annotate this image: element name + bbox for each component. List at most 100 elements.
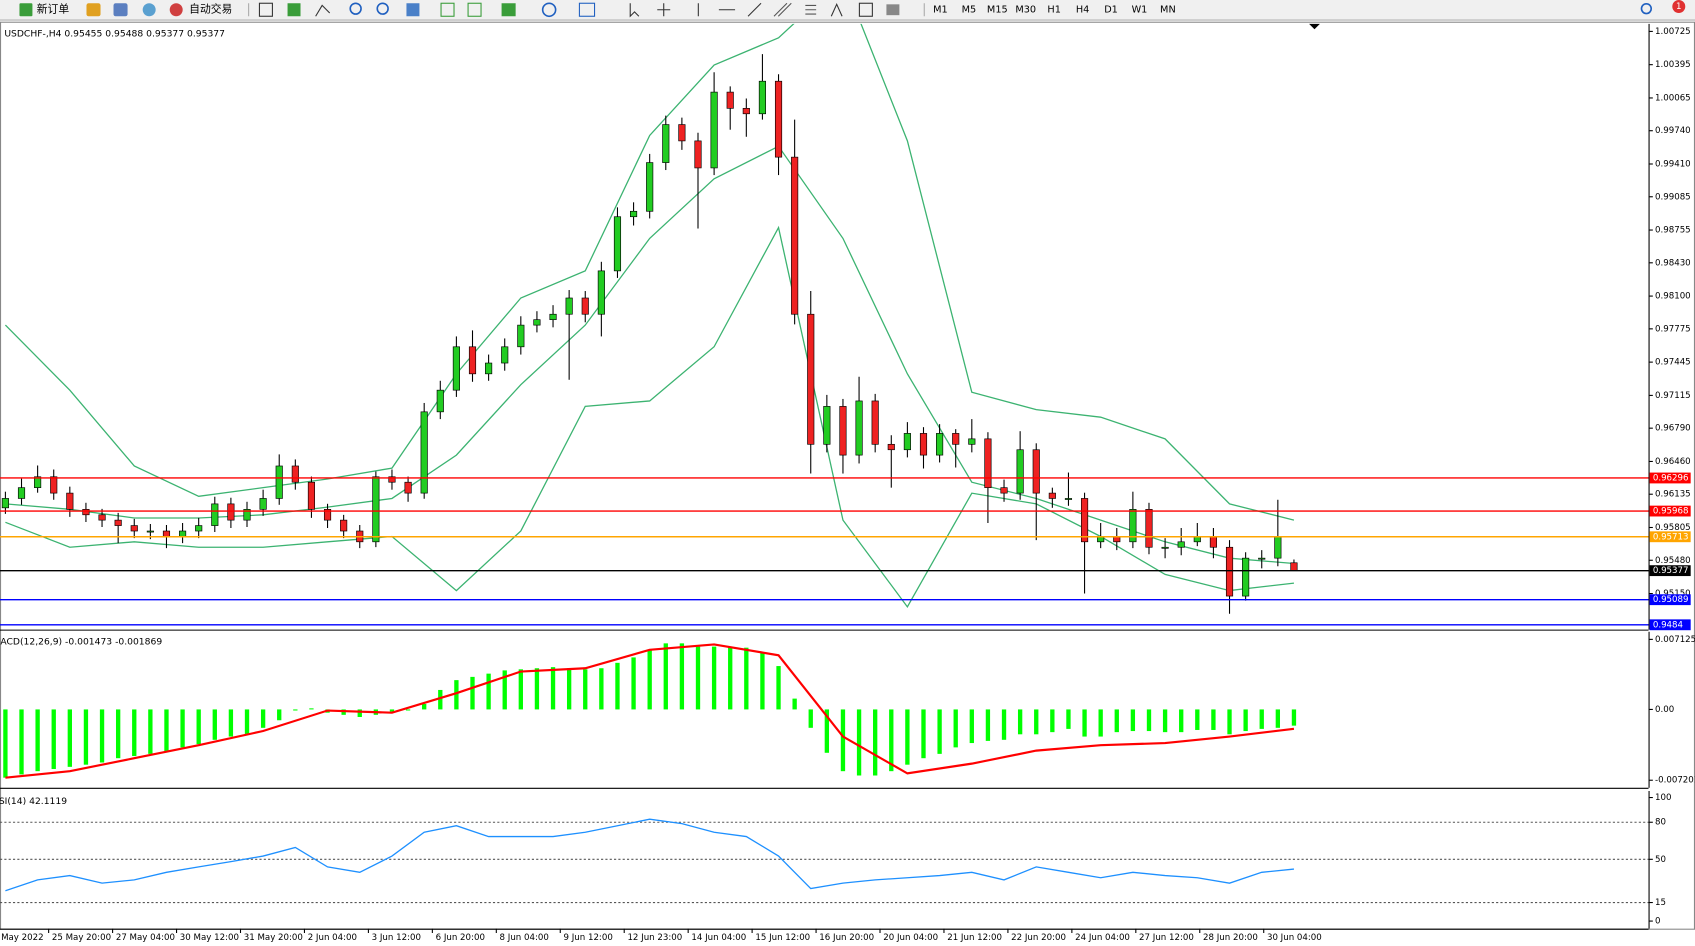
y-tick-label: 0.00 bbox=[1655, 705, 1674, 715]
x-tick-label: 22 Jun 20:00 bbox=[1011, 933, 1066, 943]
price-label-bg bbox=[1649, 472, 1691, 484]
icon[interactable] bbox=[886, 4, 900, 16]
icon[interactable] bbox=[440, 2, 455, 17]
price-label-bg bbox=[1649, 594, 1691, 606]
timeframe-button[interactable]: H4 bbox=[1076, 5, 1089, 16]
icon[interactable] bbox=[501, 3, 516, 17]
icon[interactable] bbox=[86, 3, 101, 17]
macd-bar bbox=[647, 649, 652, 710]
search-icon[interactable] bbox=[1640, 2, 1653, 15]
icon[interactable] bbox=[113, 3, 128, 17]
icon[interactable] bbox=[858, 2, 873, 17]
macd-bar bbox=[357, 709, 362, 717]
macd-bar bbox=[663, 643, 668, 710]
timeframe-button[interactable]: M1 bbox=[933, 5, 948, 16]
macd-bar bbox=[1195, 709, 1200, 730]
macd-bar bbox=[35, 709, 40, 772]
candle-body bbox=[146, 530, 154, 533]
icon[interactable] bbox=[142, 3, 156, 17]
candle-body bbox=[710, 91, 718, 169]
candle-body bbox=[468, 346, 477, 375]
icon[interactable] bbox=[406, 3, 420, 17]
candle-body bbox=[388, 476, 396, 483]
macd-bar bbox=[148, 709, 153, 754]
candle-body bbox=[1, 498, 9, 509]
macd-bar bbox=[309, 708, 314, 710]
icon[interactable] bbox=[805, 4, 817, 15]
icon[interactable] bbox=[541, 2, 557, 18]
candle-body bbox=[678, 124, 686, 142]
macd-bar bbox=[1275, 709, 1281, 728]
macd-bar bbox=[744, 647, 749, 710]
rsi-line bbox=[5, 818, 1295, 892]
macd-bar bbox=[51, 709, 56, 770]
timeframe-button[interactable]: MN bbox=[1160, 5, 1176, 16]
auto-trading-button[interactable]: 自动交易 bbox=[169, 2, 233, 17]
timeframe-button[interactable]: W1 bbox=[1132, 5, 1148, 16]
icon[interactable] bbox=[697, 2, 762, 17]
x-tick-label: 27 Jun 12:00 bbox=[1139, 933, 1194, 943]
icon[interactable] bbox=[376, 2, 389, 15]
price-label: 0.95968 bbox=[1653, 507, 1689, 517]
new-order-button[interactable]: 新订单 bbox=[19, 2, 69, 17]
notification-badge[interactable] bbox=[1672, 0, 1686, 14]
macd-bar bbox=[695, 646, 701, 710]
icon[interactable] bbox=[467, 2, 482, 17]
macd-bar bbox=[824, 709, 830, 753]
icon[interactable] bbox=[315, 4, 331, 17]
new-order-label[interactable]: 新订单 bbox=[37, 2, 70, 16]
timeframe-button[interactable]: M5 bbox=[962, 5, 977, 16]
x-tick-label: 28 Jun 20:00 bbox=[1203, 933, 1258, 943]
icon[interactable] bbox=[657, 3, 671, 17]
candle-body bbox=[195, 525, 203, 532]
candle-body bbox=[968, 438, 976, 445]
icon[interactable] bbox=[830, 3, 843, 17]
candle-body bbox=[581, 297, 589, 315]
candle-body bbox=[291, 465, 299, 483]
candle-body bbox=[565, 297, 573, 315]
price-label: 0.9484 bbox=[1653, 620, 1684, 630]
y-tick-label: 0.95480 bbox=[1655, 556, 1691, 566]
candle-body bbox=[1080, 498, 1089, 543]
icon[interactable] bbox=[773, 2, 792, 17]
icon[interactable] bbox=[578, 2, 596, 17]
indicator-name: MACD(12,26,9) bbox=[0, 636, 62, 647]
icon[interactable] bbox=[287, 3, 301, 17]
candle-body bbox=[871, 400, 879, 445]
candle-body bbox=[807, 313, 815, 445]
x-tick-label: 30 May 12:00 bbox=[180, 933, 239, 943]
macd-bar bbox=[422, 704, 427, 710]
icon[interactable] bbox=[629, 3, 640, 18]
macd-bar bbox=[889, 709, 894, 772]
macd-bar bbox=[19, 709, 24, 775]
price-label-bg bbox=[1649, 619, 1691, 631]
y-tick-label: 0.95150 bbox=[1655, 589, 1691, 599]
candle-body bbox=[436, 389, 444, 413]
toolbar-bg bbox=[0, 0, 1695, 20]
y-tick-label: 0.97445 bbox=[1655, 358, 1691, 368]
icon[interactable] bbox=[349, 2, 362, 15]
timeframe-button[interactable]: H1 bbox=[1047, 5, 1060, 16]
candle-body bbox=[34, 476, 42, 488]
chart-window bbox=[0, 21, 1695, 930]
timeframe-button[interactable]: M30 bbox=[1015, 5, 1036, 16]
macd-bar bbox=[760, 652, 765, 710]
candle-body bbox=[903, 433, 911, 451]
y-tick-label: 1.00065 bbox=[1655, 93, 1691, 103]
candle-body bbox=[1258, 557, 1266, 560]
macd-bar bbox=[1211, 709, 1216, 730]
macd-bar bbox=[1017, 709, 1023, 735]
macd-bar bbox=[873, 709, 878, 776]
macd-bar bbox=[1243, 709, 1248, 732]
icon[interactable] bbox=[258, 2, 273, 17]
x-tick-label: 30 Jun 04:00 bbox=[1267, 933, 1322, 943]
timeframe-button[interactable]: D1 bbox=[1104, 5, 1118, 16]
auto-trading-label[interactable]: 自动交易 bbox=[189, 2, 232, 16]
timeframe-button[interactable]: M15 bbox=[987, 5, 1008, 16]
macd-bar bbox=[1082, 709, 1087, 737]
price-label: 0.95089 bbox=[1653, 595, 1689, 605]
candle-body bbox=[1177, 541, 1185, 548]
indicator-value: -0.001869 bbox=[115, 636, 162, 647]
x-tick-label: 3 Jun 12:00 bbox=[372, 933, 421, 943]
macd-bar bbox=[228, 709, 234, 737]
